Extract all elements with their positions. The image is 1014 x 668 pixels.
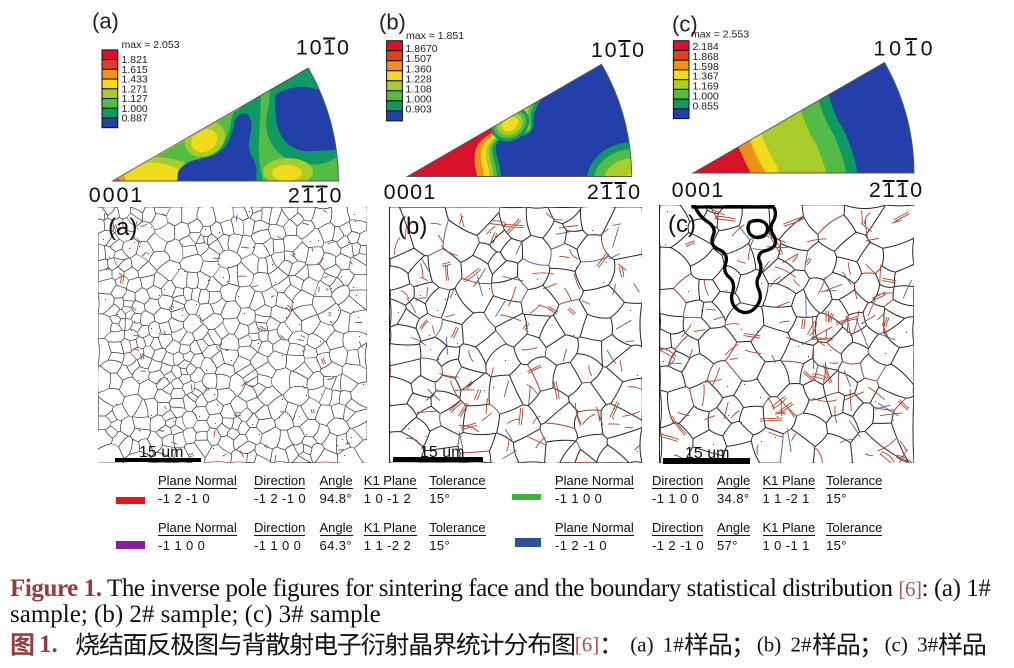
svg-text:1: 1: [618, 38, 630, 62]
svg-text:1.000: 1.000: [406, 93, 432, 105]
svg-text:1: 1: [873, 37, 885, 61]
svg-text:0.887: 0.887: [122, 113, 148, 125]
svg-text:2: 2: [869, 178, 881, 202]
svg-text:0: 0: [605, 38, 617, 62]
svg-text:0: 0: [685, 178, 697, 202]
svg-text:1: 1: [323, 36, 335, 60]
svg-text:max = 1.851: max = 1.851: [406, 30, 464, 42]
svg-text:0: 0: [628, 180, 640, 204]
svg-text:1: 1: [883, 178, 895, 202]
svg-text:max = 2.053: max = 2.053: [122, 39, 180, 51]
svg-text:0: 0: [698, 178, 710, 202]
svg-text:1.8670: 1.8670: [406, 43, 438, 55]
svg-text:0: 0: [397, 180, 409, 204]
svg-text:1.598: 1.598: [693, 61, 719, 73]
svg-text:1.868: 1.868: [693, 51, 719, 63]
svg-text:0.903: 0.903: [406, 103, 432, 115]
svg-text:0: 0: [117, 183, 129, 207]
svg-text:1: 1: [423, 180, 435, 204]
svg-text:0: 0: [330, 184, 342, 208]
svg-text:0: 0: [337, 36, 349, 60]
svg-text:1.615: 1.615: [122, 64, 148, 76]
svg-text:1.000: 1.000: [122, 103, 148, 115]
svg-text:2: 2: [288, 184, 300, 208]
svg-text:1: 1: [296, 36, 308, 60]
svg-text:0: 0: [672, 178, 684, 202]
svg-text:1: 1: [614, 180, 626, 204]
svg-text:1.271: 1.271: [122, 83, 148, 95]
svg-text:0: 0: [310, 36, 322, 60]
svg-text:0.855: 0.855: [693, 100, 719, 112]
svg-text:0: 0: [410, 180, 422, 204]
svg-text:1.821: 1.821: [122, 54, 148, 66]
svg-text:1.433: 1.433: [122, 74, 148, 86]
svg-text:0: 0: [89, 183, 101, 207]
svg-text:1: 1: [711, 178, 723, 202]
svg-text:0: 0: [910, 178, 922, 202]
svg-text:1: 1: [896, 178, 908, 202]
svg-text:(a): (a): [92, 9, 119, 34]
svg-text:0: 0: [384, 180, 396, 204]
svg-text:1: 1: [601, 180, 613, 204]
svg-text:(b): (b): [379, 10, 406, 35]
svg-text:0: 0: [921, 37, 933, 61]
svg-text:1.360: 1.360: [406, 63, 432, 75]
svg-text:max = 2.553: max = 2.553: [691, 29, 749, 41]
svg-text:1: 1: [591, 38, 603, 62]
svg-text:0: 0: [632, 38, 644, 62]
svg-text:1.000: 1.000: [693, 91, 719, 103]
svg-text:1: 1: [302, 184, 314, 208]
svg-text:1: 1: [130, 183, 142, 207]
svg-text:1.108: 1.108: [406, 83, 432, 95]
svg-text:2: 2: [587, 180, 599, 204]
svg-text:1: 1: [316, 184, 328, 208]
svg-text:1.169: 1.169: [693, 81, 719, 93]
svg-text:1.507: 1.507: [406, 53, 432, 65]
svg-text:0: 0: [889, 37, 901, 61]
svg-text:1.367: 1.367: [693, 71, 719, 83]
svg-text:0: 0: [103, 183, 115, 207]
svg-text:1.228: 1.228: [406, 73, 432, 85]
svg-text:2.184: 2.184: [693, 41, 719, 53]
svg-text:1.127: 1.127: [122, 93, 148, 105]
svg-text:1: 1: [905, 37, 917, 61]
svg-text:(c): (c): [672, 12, 698, 37]
